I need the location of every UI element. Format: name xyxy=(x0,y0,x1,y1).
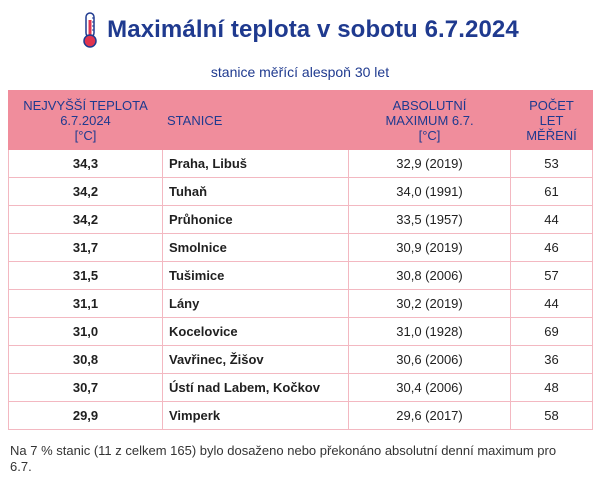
column-header-max-temp: NEJVYŠŠÍ TEPLOTA 6.7.2024 [°C] xyxy=(8,90,163,150)
column-header-line: MĚŘENÍ xyxy=(526,127,577,143)
table-row: 30,8 Vavřinec, Žišov 30,6 (2006) 36 xyxy=(8,345,593,374)
years-cell: 58 xyxy=(510,401,593,430)
max-temp-cell: 31,7 xyxy=(8,233,163,262)
years-cell: 48 xyxy=(510,373,593,402)
max-temp-cell: 29,9 xyxy=(8,401,163,430)
station-cell: Smolnice xyxy=(162,233,349,262)
absolute-max-cell: 32,9 (2019) xyxy=(348,149,511,178)
absolute-max-cell: 33,5 (1957) xyxy=(348,205,511,234)
station-cell: Tušimice xyxy=(162,261,349,290)
table-row: 31,7 Smolnice 30,9 (2019) 46 xyxy=(8,233,593,262)
table-row: 29,9 Vimperk 29,6 (2017) 58 xyxy=(8,401,593,430)
page-header: Maximální teplota v sobotu 6.7.2024 xyxy=(0,12,600,53)
station-cell: Praha, Libuš xyxy=(162,149,349,178)
years-cell: 44 xyxy=(510,289,593,318)
max-temp-cell: 31,5 xyxy=(8,261,163,290)
years-cell: 57 xyxy=(510,261,593,290)
max-temp-cell: 34,2 xyxy=(8,205,163,234)
years-cell: 61 xyxy=(510,177,593,206)
absolute-max-cell: 29,6 (2017) xyxy=(348,401,511,430)
station-cell: Průhonice xyxy=(162,205,349,234)
column-header-line: LET xyxy=(539,112,564,128)
table-row: 34,2 Tuhaň 34,0 (1991) 61 xyxy=(8,177,593,206)
years-cell: 53 xyxy=(510,149,593,178)
station-cell: Ústí nad Labem, Kočkov xyxy=(162,373,349,402)
max-temp-cell: 34,3 xyxy=(8,149,163,178)
table-row: 31,5 Tušimice 30,8 (2006) 57 xyxy=(8,261,593,290)
absolute-max-cell: 30,8 (2006) xyxy=(348,261,511,290)
max-temp-cell: 34,2 xyxy=(8,177,163,206)
absolute-max-cell: 30,9 (2019) xyxy=(348,233,511,262)
max-temp-cell: 31,1 xyxy=(8,289,163,318)
absolute-max-cell: 31,0 (1928) xyxy=(348,317,511,346)
table-row: 31,1 Lány 30,2 (2019) 44 xyxy=(8,289,593,318)
station-cell: Vavřinec, Žišov xyxy=(162,345,349,374)
absolute-max-cell: 30,2 (2019) xyxy=(348,289,511,318)
max-temp-cell: 30,7 xyxy=(8,373,163,402)
title-row: Maximální teplota v sobotu 6.7.2024 xyxy=(81,12,519,48)
absolute-max-cell: 34,0 (1991) xyxy=(348,177,511,206)
station-cell: Kocelovice xyxy=(162,317,349,346)
page-title: Maximální teplota v sobotu 6.7.2024 xyxy=(107,16,519,43)
thermometer-icon xyxy=(83,12,97,48)
column-header-line: MAXIMUM 6.7. xyxy=(385,112,474,128)
table-row: 34,3 Praha, Libuš 32,9 (2019) 53 xyxy=(8,149,593,178)
station-cell: Vimperk xyxy=(162,401,349,430)
column-header-station: STANICE xyxy=(162,90,349,150)
column-header-line: [°C] xyxy=(74,127,97,143)
station-cell: Lány xyxy=(162,289,349,318)
column-header-line: [°C] xyxy=(418,127,441,143)
max-temp-cell: 31,0 xyxy=(8,317,163,346)
column-header-line: 6.7.2024 xyxy=(60,112,111,128)
max-temp-cell: 30,8 xyxy=(8,345,163,374)
table-row: 30,7 Ústí nad Labem, Kočkov 30,4 (2006) … xyxy=(8,373,593,402)
years-cell: 46 xyxy=(510,233,593,262)
table-header-row: NEJVYŠŠÍ TEPLOTA 6.7.2024 [°C] STANICE A… xyxy=(8,90,593,150)
column-header-line: ABSOLUTNÍ xyxy=(392,97,467,113)
column-header-line: POČET xyxy=(529,97,574,113)
absolute-max-cell: 30,6 (2006) xyxy=(348,345,511,374)
years-cell: 69 xyxy=(510,317,593,346)
footnote: Na 7 % stanic (11 z celkem 165) bylo dos… xyxy=(10,443,557,474)
absolute-max-cell: 30,4 (2006) xyxy=(348,373,511,402)
station-cell: Tuhaň xyxy=(162,177,349,206)
table-row: 34,2 Průhonice 33,5 (1957) 44 xyxy=(8,205,593,234)
table-row: 31,0 Kocelovice 31,0 (1928) 69 xyxy=(8,317,593,346)
years-cell: 44 xyxy=(510,205,593,234)
column-header-line: STANICE xyxy=(167,112,223,128)
column-header-line: NEJVYŠŠÍ TEPLOTA xyxy=(23,97,148,113)
years-cell: 36 xyxy=(510,345,593,374)
column-header-absolute-max: ABSOLUTNÍ MAXIMUM 6.7. [°C] xyxy=(348,90,511,150)
column-header-years: POČET LET MĚŘENÍ xyxy=(510,90,593,150)
temperature-table: NEJVYŠŠÍ TEPLOTA 6.7.2024 [°C] STANICE A… xyxy=(8,90,593,430)
page-subtitle: stanice měřící alespoň 30 let xyxy=(210,64,390,80)
